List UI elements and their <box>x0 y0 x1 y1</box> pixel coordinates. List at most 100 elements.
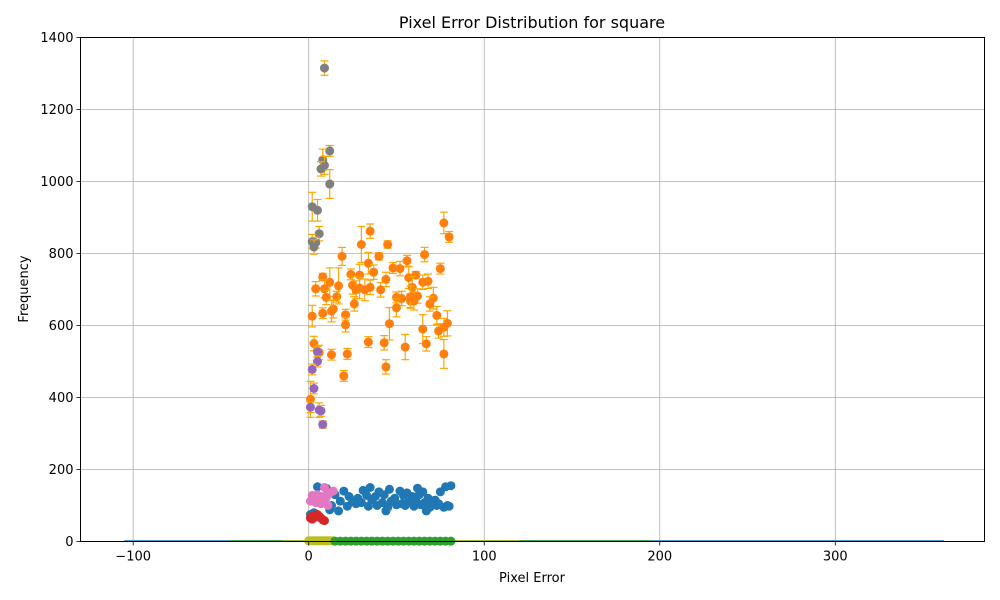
y-tick-label: 600 <box>49 319 74 334</box>
data-point <box>421 339 431 349</box>
y-axis-ticks: 0 200 400 600 800 1000 1200 1400 <box>40 31 81 550</box>
data-point <box>432 501 442 510</box>
data-point <box>397 294 407 303</box>
data-point <box>420 250 430 260</box>
y-tick-label: 0 <box>65 535 73 550</box>
data-point <box>307 514 317 524</box>
grid-lines <box>80 37 985 542</box>
data-point <box>316 406 326 416</box>
data-point <box>346 269 356 279</box>
data-point <box>325 146 335 156</box>
data-point <box>406 292 416 302</box>
data-point <box>305 402 315 412</box>
x-axis-label: Pixel Error <box>499 571 566 586</box>
y-tick-label: 1000 <box>40 175 73 190</box>
data-point <box>321 493 331 503</box>
data-point <box>425 299 435 309</box>
data-point <box>376 285 386 295</box>
data-point <box>407 282 417 292</box>
data-point <box>325 179 335 189</box>
data-point <box>327 350 337 360</box>
data-point <box>309 242 319 252</box>
data-point <box>312 357 322 366</box>
data-point <box>327 306 337 316</box>
data-point <box>388 263 398 273</box>
data-point <box>416 500 426 510</box>
data-point <box>369 267 379 277</box>
data-point <box>307 364 317 374</box>
data-point <box>379 338 389 348</box>
data-point <box>446 481 456 491</box>
data-point <box>312 347 322 357</box>
data-point <box>351 285 361 295</box>
x-tick-label: 0 <box>305 550 313 565</box>
data-point <box>312 482 322 492</box>
data-point <box>319 284 329 294</box>
data-point <box>404 273 414 283</box>
data-point <box>341 310 351 320</box>
data-point <box>337 251 347 261</box>
x-tick-label: −100 <box>115 550 151 565</box>
y-tick-label: 400 <box>49 391 74 406</box>
data-points <box>304 60 456 546</box>
data-point <box>391 500 401 510</box>
data-point <box>356 240 366 249</box>
data-point <box>423 276 433 286</box>
data-point <box>323 501 333 510</box>
data-point <box>381 362 391 372</box>
data-point <box>318 308 328 318</box>
data-point <box>335 496 345 506</box>
data-point <box>319 516 329 526</box>
data-point <box>402 256 412 266</box>
data-point <box>321 292 331 302</box>
chart-title: Pixel Error Distribution for square <box>399 13 665 32</box>
data-point <box>444 501 454 511</box>
data-point <box>339 371 349 381</box>
data-point <box>365 483 375 492</box>
data-point <box>319 63 329 73</box>
y-tick-label: 200 <box>49 463 74 478</box>
y-tick-label: 1200 <box>40 103 73 118</box>
data-point <box>372 501 382 510</box>
data-point <box>432 310 442 320</box>
data-point <box>395 264 405 274</box>
data-point <box>365 226 375 236</box>
data-point <box>418 324 428 334</box>
data-point <box>309 384 319 393</box>
data-point <box>363 501 373 511</box>
data-point <box>384 319 394 329</box>
data-point <box>400 501 410 510</box>
y-tick-label: 800 <box>49 247 74 262</box>
data-point <box>363 337 373 347</box>
data-point <box>314 229 324 239</box>
x-tick-label: 300 <box>823 550 848 565</box>
data-point <box>342 349 352 359</box>
data-point <box>434 326 444 336</box>
data-point <box>439 349 449 359</box>
data-point <box>311 284 321 294</box>
x-tick-label: 200 <box>647 550 672 565</box>
data-point <box>439 218 449 228</box>
data-point <box>342 501 352 511</box>
data-point <box>312 205 322 215</box>
data-point <box>398 490 408 500</box>
data-point <box>360 285 370 295</box>
data-point <box>318 272 328 282</box>
data-point <box>435 264 445 274</box>
data-point <box>351 499 361 509</box>
data-point <box>444 232 454 242</box>
data-point <box>334 506 344 516</box>
data-point <box>400 342 410 352</box>
data-point <box>374 251 384 261</box>
data-point <box>341 320 351 330</box>
y-tick-label: 1400 <box>40 31 73 46</box>
data-point <box>318 420 328 429</box>
data-point <box>435 487 445 497</box>
data-point <box>379 490 389 500</box>
data-point <box>381 506 391 516</box>
data-point <box>421 506 431 516</box>
data-point <box>316 499 326 509</box>
x-axis-ticks: −100 0 100 200 300 <box>115 541 848 565</box>
data-point <box>381 274 391 284</box>
